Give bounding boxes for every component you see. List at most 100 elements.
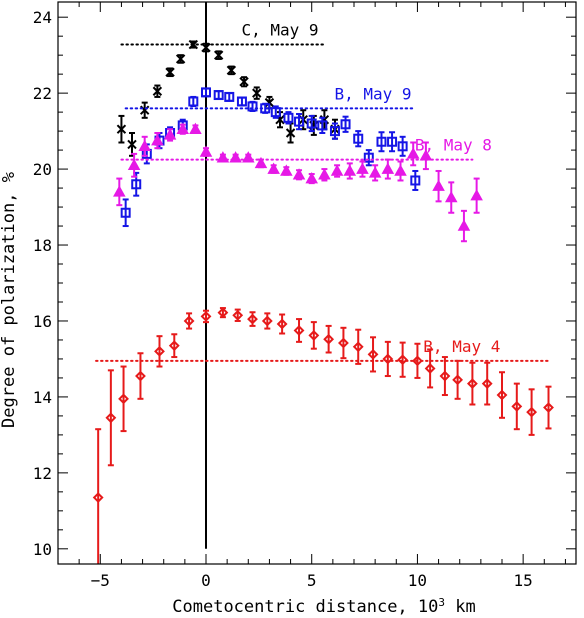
x-axis-title: Cometocentric distance, 103 km [172,596,475,618]
x-marker [285,128,296,138]
square-marker [236,96,247,107]
triangle-marker [343,164,357,176]
x-tick-label: 5 [307,571,317,590]
diamond-marker [261,315,273,327]
square-marker [294,116,305,127]
triangle-marker [163,128,177,140]
x-marker [127,139,137,150]
series-0: C, May 9 [116,21,340,157]
x-marker [116,124,127,134]
diamond-marker [511,400,523,412]
x-marker [252,88,262,98]
square-marker [201,87,211,98]
triangle-marker [254,156,268,169]
diamond-marker [543,402,554,413]
diamond-marker [452,374,464,386]
triangle-marker [113,185,126,197]
triangle-marker [280,164,293,176]
y-tick-label: 22 [33,84,52,103]
triangle-marker [127,158,141,171]
diamond-marker [217,307,229,319]
diamond-marker [105,412,117,424]
diamond-marker [526,406,538,418]
diamond-marker [276,318,288,330]
y-tick-label: 14 [33,388,52,407]
triangle-marker [292,168,306,180]
diamond-marker [352,341,364,353]
diamond-marker [232,309,244,321]
triangle-marker [305,172,318,184]
diamond-marker [481,378,493,390]
square-marker [353,133,364,144]
diamond-marker [466,378,478,390]
diamond-marker [338,337,349,349]
diamond-marker [247,313,258,325]
triangle-marker [229,151,242,163]
x-marker [201,42,211,53]
diamond-marker [200,311,212,322]
diamond-marker [92,492,104,503]
triangle-marker [394,164,407,176]
triangle-marker [356,162,369,174]
diamond-marker [412,355,423,367]
triangle-marker [176,122,190,134]
diamond-marker [135,370,146,382]
plot-frame [57,1,577,565]
y-axis-title: Degree of polarization, % [0,172,19,428]
triangle-marker [242,151,255,163]
x-marker [175,54,186,64]
triangle-marker [138,139,151,152]
series-3: B, May 4 [92,307,554,564]
triangle-marker [216,151,230,163]
y-axis-ticks: 10 12 14 16 18 20 22 24 [33,8,576,559]
triangle-marker [444,191,458,203]
y-tick-label: 20 [33,160,52,179]
triangle-marker [432,179,445,191]
diamond-marker [367,348,379,360]
y-tick-label: 16 [33,312,52,331]
triangle-marker [470,189,483,201]
y-tick-label: 10 [33,540,52,559]
square-marker [224,91,235,102]
square-marker [340,119,351,130]
square-marker [283,112,294,123]
x-marker [239,77,249,87]
x-marker [165,67,175,77]
square-marker [329,126,340,137]
x-tick-label: −5 [91,571,110,590]
diamond-marker [439,370,451,382]
triangle-marker [199,145,213,157]
series-label: C, May 9 [241,21,318,40]
plot-area: C, May 9 B, May 9 B, May 8 B, May 4 [92,2,554,564]
diamond-marker [154,345,165,357]
series-label: B, May 8 [415,136,492,155]
square-marker [397,141,408,152]
diamond-marker [397,354,409,366]
x-tick-label: 0 [201,571,211,590]
diamond-marker [308,329,320,341]
square-marker [317,120,328,131]
x-tick-label: 10 [408,571,427,590]
square-marker [387,136,398,147]
triangle-marker [267,162,280,174]
triangle-marker [406,147,420,159]
x-tick-label: 15 [514,571,533,590]
square-marker [213,90,224,101]
square-marker [247,101,258,112]
y-tick-label: 24 [33,8,52,27]
series-1: B, May 9 [120,84,421,228]
square-marker [260,103,271,114]
triangle-marker [457,219,471,231]
square-marker [188,96,199,107]
x-marker [226,65,237,76]
diamond-marker [323,333,335,345]
diamond-marker [118,393,129,405]
diamond-marker [183,315,195,327]
square-marker [410,175,421,186]
triangle-marker [330,164,344,176]
series-label: B, May 4 [423,337,500,356]
square-marker [376,136,387,147]
triangle-marker [151,134,164,146]
